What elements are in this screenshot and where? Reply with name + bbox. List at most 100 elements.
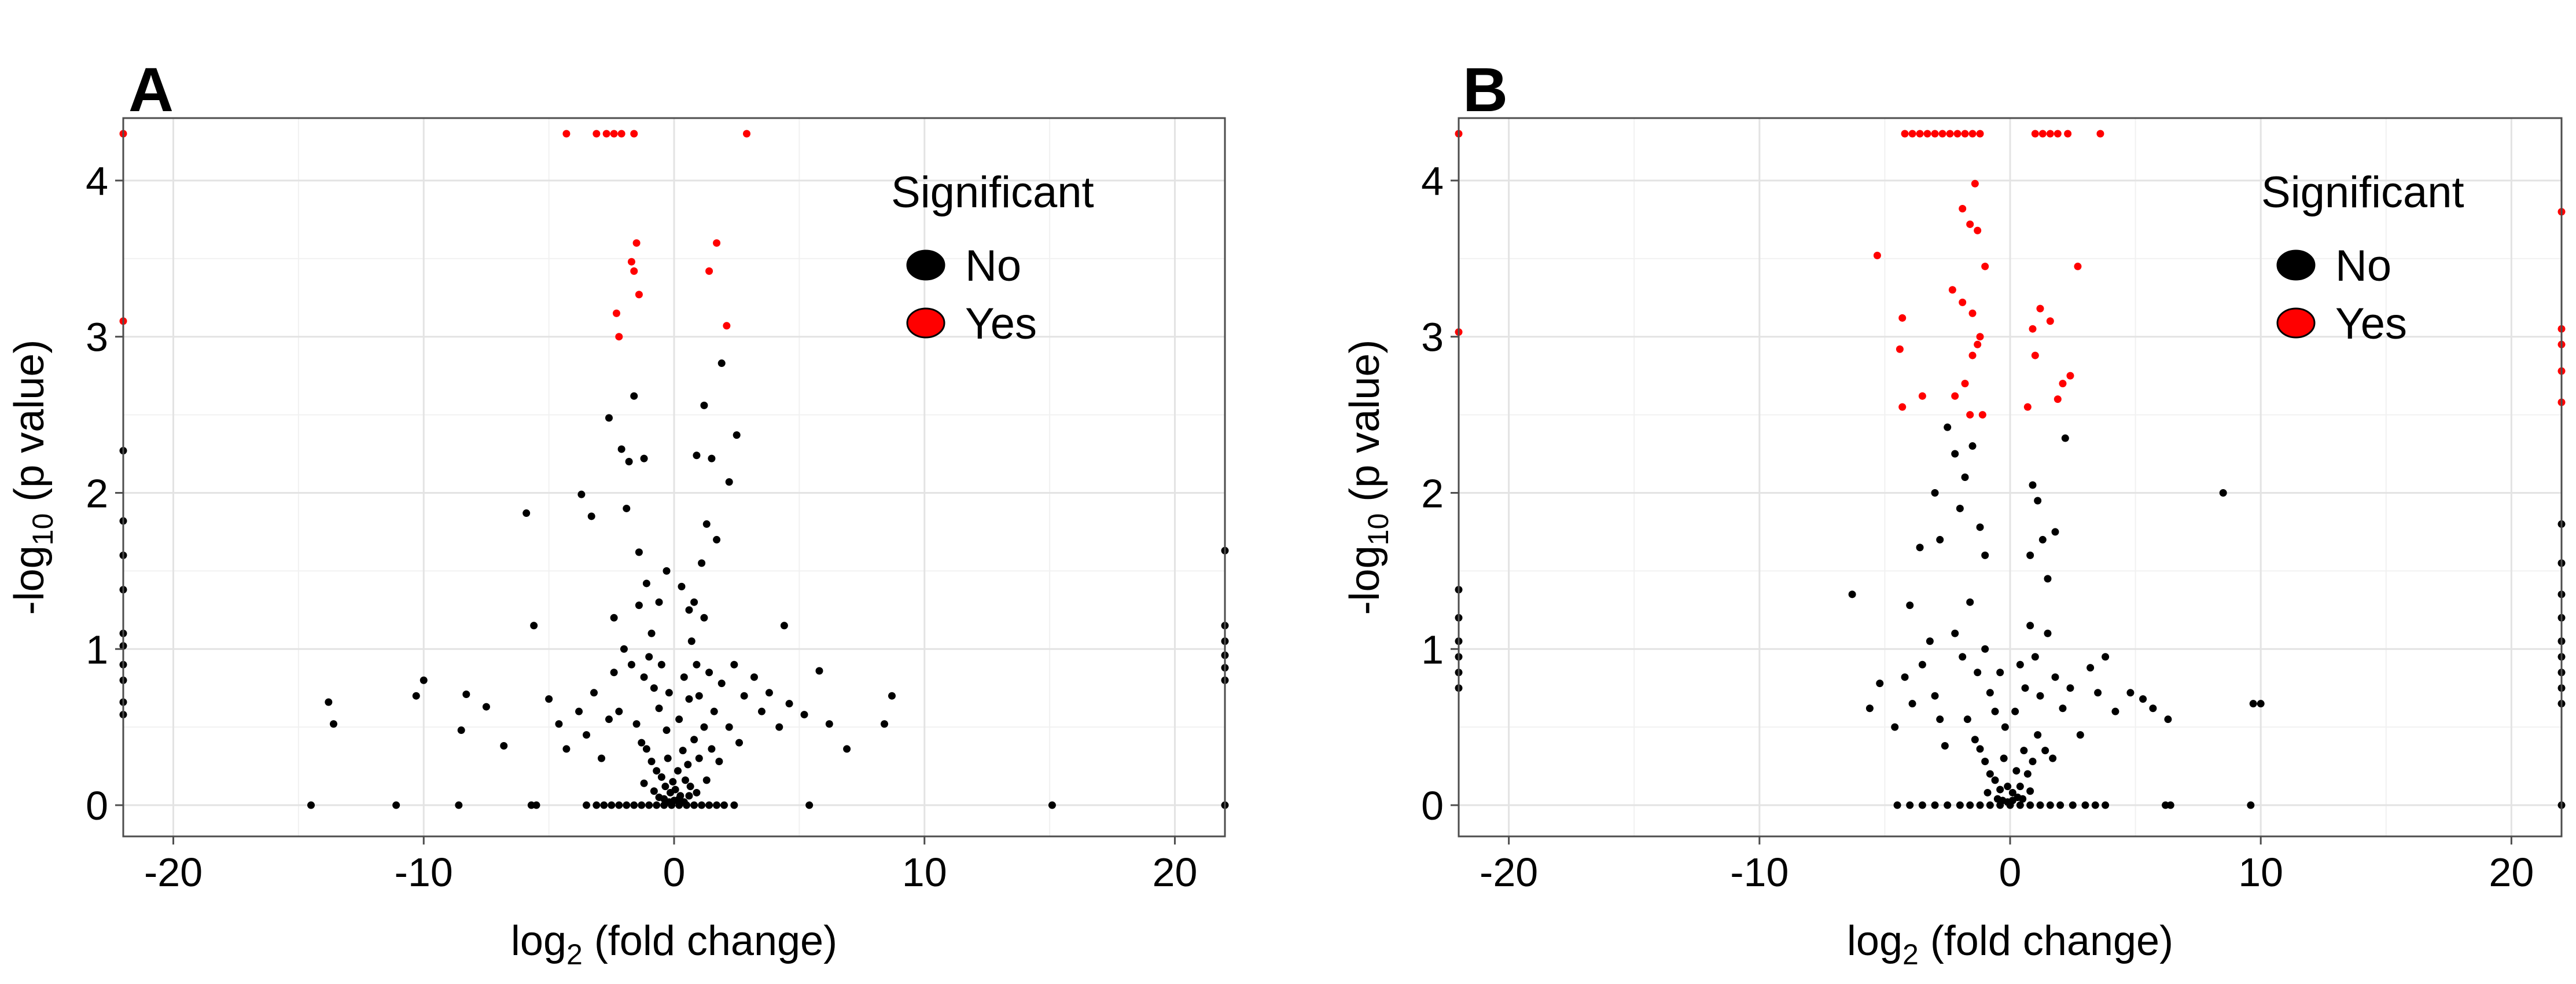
p0-point-no: [702, 776, 711, 784]
p1-point-no: [2164, 715, 2172, 724]
p1-point-no: [1976, 745, 1984, 753]
p0-point-no: [545, 695, 553, 703]
p0-point-no: [623, 801, 631, 809]
p1-point-no: [2029, 758, 2037, 766]
p1-point-no: [1893, 801, 1901, 809]
p1-point-no: [1996, 669, 2004, 677]
p0-point-no: [555, 720, 563, 728]
p1-point-yes: [1974, 340, 1982, 348]
p1-point-no: [2149, 704, 2157, 713]
p1-point-yes: [2059, 380, 2067, 388]
p1-point-no: [1865, 704, 1874, 713]
p1-point-no: [2000, 754, 2008, 762]
p1-point-yes: [1968, 309, 1977, 317]
p0-point-no: [717, 680, 726, 688]
p0-point-yes: [705, 267, 713, 275]
p1-point-no: [2044, 575, 2052, 583]
p1-point-no: [1931, 692, 1939, 700]
p0-legend-label-no: No: [965, 241, 1021, 291]
p0-point-no: [715, 758, 723, 766]
p1-point-yes: [2046, 317, 2054, 325]
p0-point-yes: [627, 258, 635, 266]
p0-legend: Significant No Yes: [891, 168, 1094, 348]
p0-point-no: [780, 622, 788, 630]
p0-point-no: [664, 754, 672, 762]
p1-point-no: [2008, 788, 2016, 796]
p1-point-yes: [1896, 345, 1904, 353]
p1-point-no: [1959, 653, 1967, 661]
p0-point-no: [500, 742, 508, 750]
p1-point-no: [2091, 801, 2099, 809]
p1-point-no: [2081, 801, 2089, 809]
p1-point-no: [1918, 801, 1926, 809]
p1-legend-label-yes: Yes: [2335, 299, 2407, 348]
p0-point-yes: [632, 239, 641, 247]
p1-point-no: [1941, 742, 1949, 750]
p1-point-no: [2247, 801, 2255, 809]
p1-point-yes: [1938, 130, 1946, 138]
p1-point-no: [1944, 423, 1952, 431]
p0-point-yes: [723, 322, 731, 330]
p0-x-tick-label: 0: [663, 850, 686, 895]
p1-point-yes: [2023, 403, 2032, 411]
p1-point-no: [1951, 450, 1959, 458]
p1-point-yes: [1923, 130, 1931, 138]
p1-point-no: [1936, 715, 1944, 724]
p0-legend-title: Significant: [891, 168, 1094, 217]
p1-x-tick-label: -20: [1480, 850, 1538, 895]
p0-legend-label-yes: Yes: [965, 299, 1037, 348]
p1-point-no: [1931, 489, 1939, 497]
p0-point-no: [610, 614, 618, 622]
p1-point-no: [1991, 776, 1999, 784]
p1-point-no: [2066, 684, 2074, 692]
p0-point-no: [693, 788, 701, 796]
p0-point-no: [698, 801, 706, 809]
p0-point-no: [765, 689, 773, 697]
p1-point-no: [1961, 473, 1969, 481]
p0-x-tick-label: 10: [902, 850, 947, 895]
p0-point-no: [623, 504, 631, 512]
p1-point-yes: [1976, 130, 1984, 138]
p1-point-no: [2029, 481, 2037, 489]
p0-point-no: [598, 754, 606, 762]
p1-point-yes: [1959, 204, 1967, 212]
p0-point-no: [1048, 801, 1056, 809]
p0-point-no: [455, 801, 463, 809]
p0-point-no: [522, 509, 531, 517]
p1-y-tick-label: 3: [1421, 315, 1444, 360]
p1-point-no: [2061, 434, 2069, 442]
p0-point-no: [615, 801, 623, 809]
p1-point-no: [1906, 601, 1914, 610]
p1-point-no: [1916, 544, 1924, 552]
p1-point-yes: [1978, 411, 1986, 419]
p0-point-no: [630, 801, 638, 809]
p0-point-no: [700, 614, 708, 622]
p0-point-no: [686, 783, 694, 791]
p0-point-no: [600, 801, 608, 809]
p1-point-no: [2012, 767, 2021, 775]
p0-point-yes: [617, 130, 625, 138]
p1-x-tick-label: 0: [1999, 850, 2022, 895]
p0-point-no: [625, 458, 633, 466]
p1-point-no: [2049, 754, 2057, 762]
p0-point-no: [665, 689, 673, 697]
p1-point-no: [2051, 528, 2059, 536]
p0-y-axis-title: -log10 (p value): [6, 340, 59, 615]
p0-point-no: [805, 801, 814, 809]
p1-point-yes: [1953, 130, 1962, 138]
p0-x-tick-label: -10: [395, 850, 453, 895]
p1-point-yes: [1981, 262, 1989, 270]
p0-point-no: [605, 414, 613, 422]
p0-x-axis-title: log2 (fold change): [511, 918, 837, 971]
p1-point-no: [2166, 801, 2174, 809]
p1-point-no: [2094, 689, 2102, 697]
p0-point-no: [530, 622, 538, 630]
p1-point-no: [1981, 551, 1989, 559]
p0-point-no: [457, 726, 465, 735]
p1-point-yes: [1901, 130, 1909, 138]
p1-point-no: [2026, 622, 2034, 630]
p0-point-no: [645, 801, 653, 809]
p0-legend-key-yes: [906, 307, 945, 339]
p0-point-no: [671, 785, 679, 794]
p0-point-no: [700, 723, 708, 731]
